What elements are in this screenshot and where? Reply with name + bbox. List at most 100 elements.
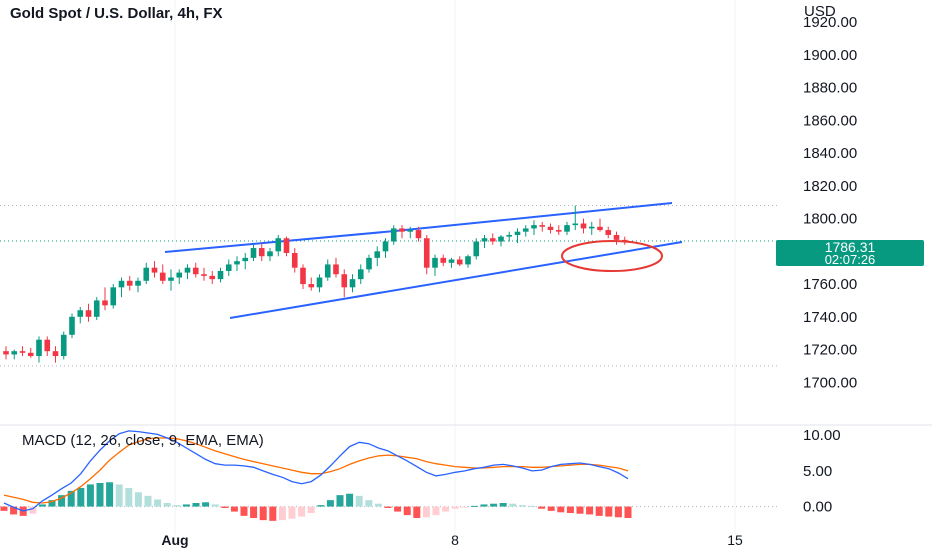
price-tick-label: 1800.00: [803, 211, 857, 228]
candle-body: [415, 230, 422, 239]
macd-hist-bar: [422, 506, 430, 518]
macd-hist-bar: [38, 504, 46, 507]
candle-body: [159, 272, 166, 281]
price-tick-label: 1860.00: [803, 112, 857, 129]
macd-hist-bar: [10, 506, 18, 515]
macd-hist-bar: [451, 506, 459, 509]
macd-hist-bar: [413, 506, 421, 518]
macd-hist-bar: [29, 506, 37, 514]
candle-body: [118, 280, 125, 288]
candle-body: [44, 339, 51, 352]
macd-panel: [0, 430, 632, 521]
macd-hist-bar: [163, 503, 171, 507]
candle-body: [217, 270, 224, 280]
time-axis[interactable]: Aug 8 15: [161, 532, 743, 548]
candle-body: [308, 284, 315, 288]
macd-hist-bar: [384, 506, 392, 508]
macd-hist-bar: [202, 502, 210, 507]
price-tick-label: 1700.00: [803, 374, 857, 391]
macd-hist-bar: [96, 483, 104, 507]
macd-hist-bar: [624, 506, 632, 518]
candle-body: [209, 275, 216, 280]
candle-body: [300, 267, 306, 285]
candle-body: [283, 238, 290, 253]
candle-body: [324, 264, 331, 278]
macd-hist-bar: [307, 506, 315, 513]
chart-title: Gold Spot / U.S. Dollar, 4h, FX: [10, 5, 223, 22]
macd-hist-bar: [182, 504, 190, 507]
macd-hist-bar: [48, 500, 56, 507]
macd-hist-bar: [566, 506, 574, 513]
candle-body: [555, 230, 562, 232]
candle-body: [184, 267, 191, 273]
macd-hist-bar: [317, 505, 325, 507]
macd-tick-label: 10.00: [803, 427, 841, 444]
candle-body: [374, 251, 381, 258]
macd-hist-bar: [499, 503, 507, 507]
candle-body: [19, 351, 26, 353]
candle-body: [366, 257, 372, 270]
candle-body: [201, 274, 207, 276]
candle-body: [135, 280, 141, 286]
macd-hist-bar: [547, 506, 555, 511]
candle-body: [11, 351, 18, 355]
macd-hist-bar: [432, 506, 440, 516]
price-tick-label: 1920.00: [803, 14, 857, 31]
macd-title: MACD (12, 26, close, 9, EMA, EMA): [22, 432, 264, 449]
macd-hist-bar: [614, 506, 622, 518]
candle-body: [440, 257, 447, 263]
macd-hist-bar: [528, 505, 536, 507]
candle-body: [539, 225, 546, 227]
candle-body: [465, 256, 471, 265]
candle-body: [531, 225, 537, 229]
macd-hist-bar: [480, 504, 488, 507]
candle-body: [382, 241, 389, 252]
trendline: [394, 202, 673, 232]
candle-body: [27, 352, 34, 357]
candle-body: [432, 257, 438, 268]
macd-hist-bar: [58, 495, 66, 507]
countdown: 02:07:26: [825, 252, 876, 267]
candle-body: [588, 226, 595, 229]
candle-body: [613, 234, 620, 240]
candle-body: [316, 277, 323, 288]
macd-hist-bar: [557, 506, 565, 513]
candle-body: [423, 238, 430, 268]
macd-hist-bar: [0, 506, 8, 511]
candle-body: [85, 310, 92, 317]
current-price: 1786.31: [825, 239, 876, 255]
trendline: [229, 241, 683, 319]
candle-body: [349, 279, 356, 288]
candle-body: [69, 316, 75, 335]
candle-body: [250, 248, 257, 258]
currency-label: USD: [804, 3, 836, 20]
macd-hist-bar: [125, 488, 133, 507]
candle-body: [333, 264, 339, 275]
candle-body: [481, 238, 488, 242]
macd-hist-bar: [250, 506, 258, 518]
time-tick-label: Aug: [161, 532, 188, 548]
macd-hist-bar: [518, 505, 526, 507]
price-tick-label: 1880.00: [803, 80, 857, 97]
macd-hist-bar: [134, 492, 142, 507]
candle-body: [605, 230, 612, 235]
macd-line: [3, 430, 629, 512]
macd-hist-bar: [365, 500, 373, 507]
candle-body: [176, 272, 183, 278]
macd-tick-label: 0.00: [803, 499, 832, 516]
candle-body: [448, 259, 455, 263]
macd-hist-bar: [106, 482, 114, 507]
candle-body: [357, 269, 364, 280]
macd-hist-bar: [586, 506, 594, 515]
macd-hist-bar: [86, 484, 94, 507]
grid: [0, 0, 932, 535]
candle-body: [102, 300, 108, 306]
candle-body: [390, 228, 397, 242]
price-tick-label: 1900.00: [803, 47, 857, 64]
candle-body: [225, 264, 232, 271]
candle-body: [151, 267, 158, 273]
macd-hist-bar: [490, 503, 498, 507]
macd-hist-bar: [288, 506, 296, 519]
candle-body: [3, 351, 9, 355]
